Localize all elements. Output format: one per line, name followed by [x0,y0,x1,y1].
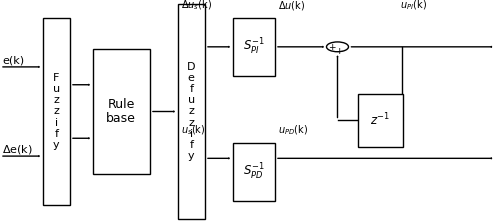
Text: $S_{PI}^{-1}$: $S_{PI}^{-1}$ [243,37,264,57]
Bar [232,143,275,201]
Bar [42,18,70,205]
Text: $\Delta u$(k): $\Delta u$(k) [278,0,304,12]
Text: $u_s$(k): $u_s$(k) [181,124,206,137]
Text: +: + [335,47,342,56]
Text: $u_{PD}$(k): $u_{PD}$(k) [278,124,308,137]
Text: e(k): e(k) [2,55,25,65]
Bar [358,94,403,147]
Text: +: + [328,43,335,52]
Text: $\Delta$e(k): $\Delta$e(k) [2,143,33,156]
Text: $u_{PI}$(k): $u_{PI}$(k) [400,0,427,12]
Text: $\Delta u_s$(k): $\Delta u_s$(k) [181,0,212,12]
Text: $z^{-1}$: $z^{-1}$ [370,112,390,129]
Bar [232,18,275,76]
Bar [92,49,150,174]
Text: Rule
base: Rule base [106,97,136,126]
Text: $S_{PD}^{-1}$: $S_{PD}^{-1}$ [243,162,264,182]
Text: F
u
z
z
i
f
y: F u z z i f y [52,73,60,150]
Text: D
e
f
u
z
z
i
f
y: D e f u z z i f y [187,62,196,161]
Bar [178,4,205,219]
